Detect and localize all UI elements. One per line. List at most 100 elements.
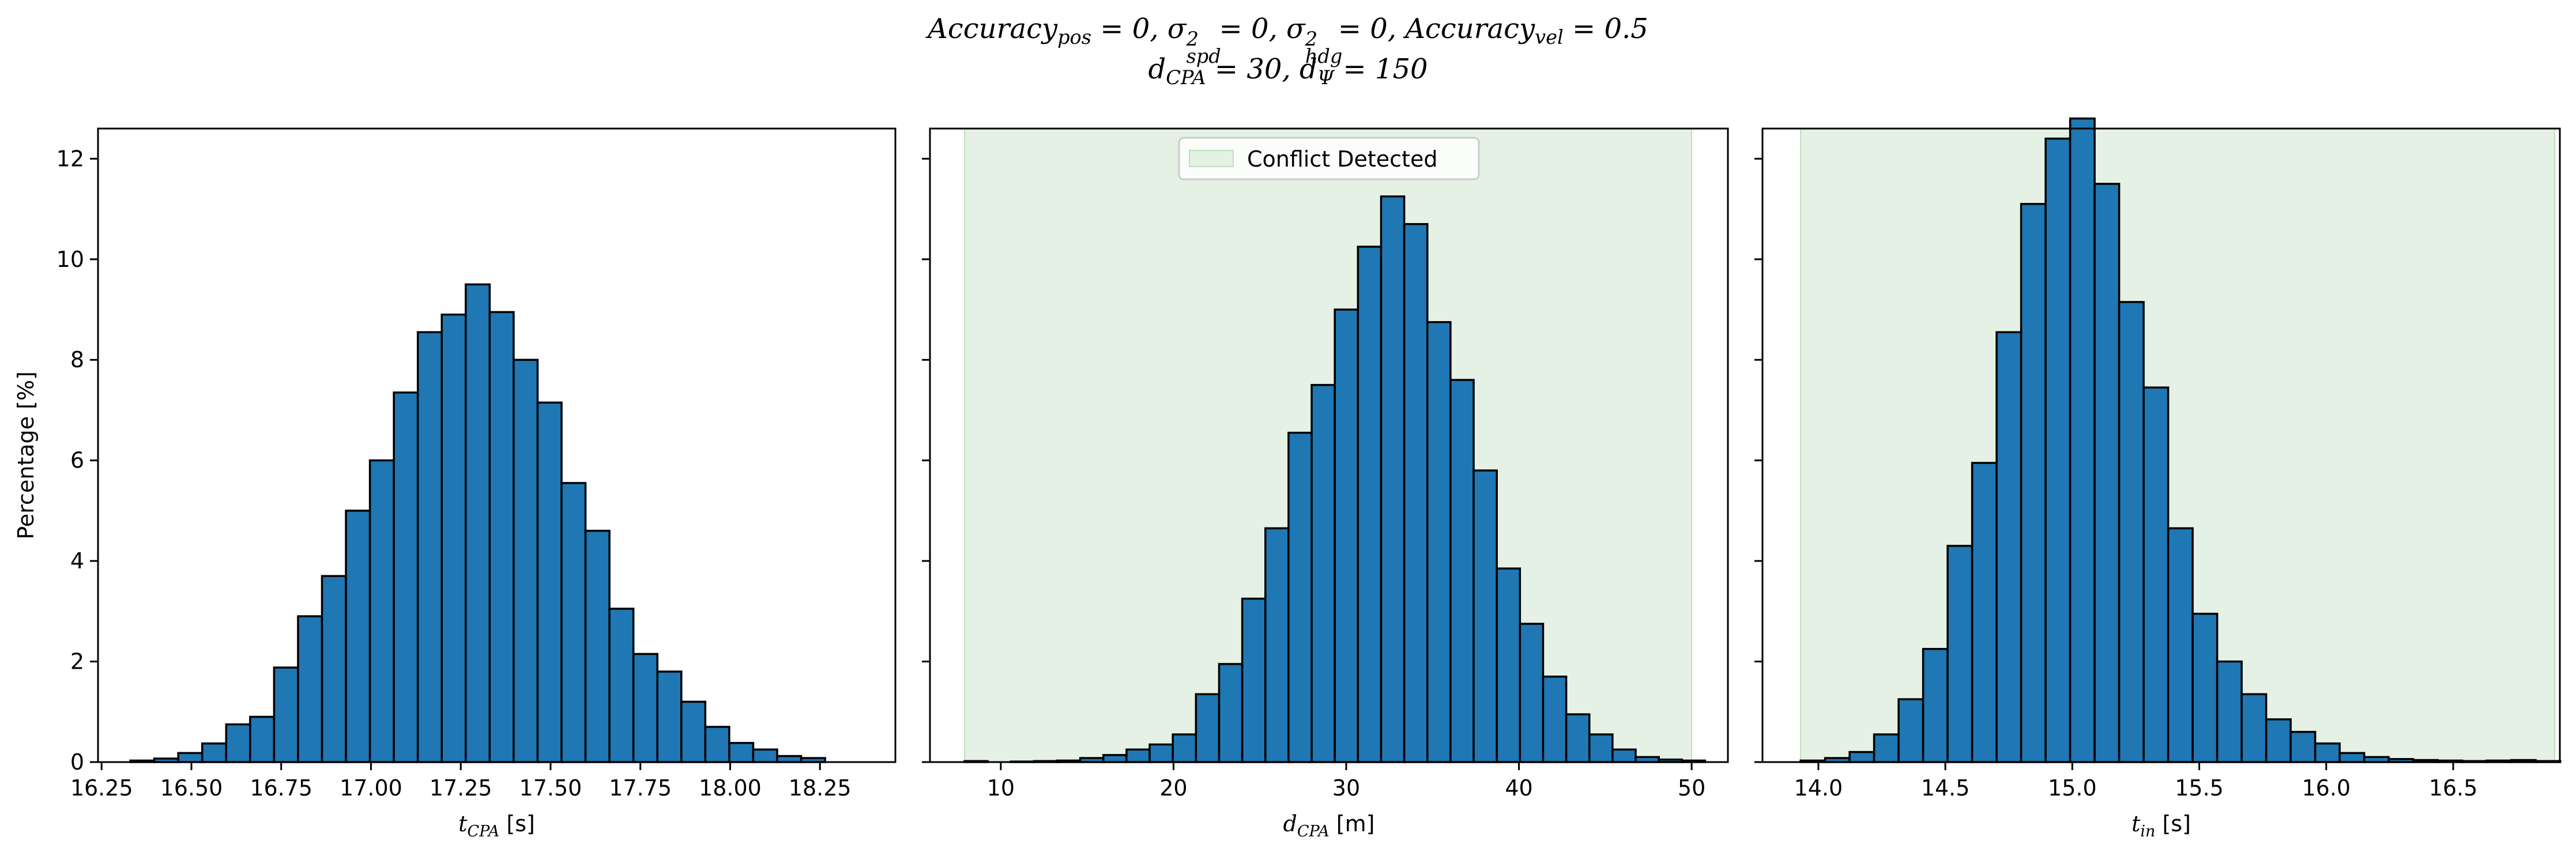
histogram-bar (680, 700, 707, 763)
histogram-bar (1218, 663, 1244, 763)
x-tick-label: 16.0 (2302, 775, 2351, 801)
histogram-bar (704, 726, 730, 763)
x-tick-label: 16.50 (160, 775, 223, 801)
y-tick-label: 10 (57, 247, 84, 272)
x-tick-label: 17.25 (430, 775, 492, 801)
histogram-bar (1995, 331, 2023, 763)
histogram-bar (2216, 660, 2243, 763)
axes-frame (97, 127, 897, 763)
histogram-bar (1195, 693, 1221, 763)
histogram-bar (2240, 693, 2268, 763)
histogram-bar (297, 615, 323, 763)
histogram-bar (393, 391, 419, 763)
histogram-bar (225, 723, 251, 763)
histogram-bar (1946, 545, 1974, 763)
y-tick-label: 2 (70, 649, 84, 674)
histogram-bar (1403, 223, 1429, 763)
histogram-bar (1426, 321, 1452, 763)
histogram-bar (440, 313, 467, 763)
histogram-bar (2191, 612, 2219, 763)
x-tick-label: 16.5 (2429, 775, 2478, 801)
histogram-bar (1611, 748, 1637, 763)
x-tick-label: 14.0 (1794, 775, 1843, 801)
histogram-bar (656, 670, 683, 763)
y-tick-label: 12 (57, 146, 84, 171)
x-axis-label: dCPA [m] (1283, 811, 1375, 840)
histogram-bar (1472, 469, 1498, 763)
figure-title-line-2: dCPA = 30, dΨ = 150 (1148, 53, 1428, 89)
histogram-bar (2314, 742, 2341, 763)
histogram-bar (2167, 527, 2194, 763)
x-tick-label: 16.25 (70, 775, 133, 801)
y-tick-label: 6 (70, 448, 84, 473)
x-tick-label: 18.25 (789, 775, 852, 801)
x-tick-label: 30 (1332, 775, 1360, 801)
histogram-bar (1848, 751, 1875, 763)
x-tick-label: 16.75 (250, 775, 312, 801)
histogram-bar (345, 510, 371, 763)
legend-swatch (1189, 150, 1234, 167)
histogram-bar (1542, 675, 1568, 763)
x-tick-label: 18.00 (699, 775, 762, 801)
figure-title-line-1: Accuracypos = 0, σ 2 spd = 0, σ 2 hdg = 0, A… (928, 13, 1648, 67)
axes-frame (929, 127, 1729, 763)
histogram-bar (1102, 754, 1128, 763)
histogram-bar (416, 331, 443, 763)
histogram-bar (1148, 743, 1174, 763)
x-tick-label: 15.5 (2175, 775, 2224, 801)
histogram-bar (752, 748, 778, 763)
histogram-bar (1922, 648, 1949, 763)
histogram-bar (1125, 748, 1151, 763)
x-tick-label: 17.75 (609, 775, 672, 801)
x-tick-label: 14.5 (1921, 775, 1970, 801)
histogram-bar (728, 742, 755, 763)
histogram-bar (321, 575, 347, 763)
histogram-bar (201, 742, 228, 763)
histogram-bar (2093, 183, 2121, 763)
panel-middle: 10 20 30 40 50 dCPA [m] Conflict Detected (922, 127, 1729, 840)
histogram-bar (1357, 246, 1383, 763)
histogram-bar (2020, 203, 2047, 763)
x-axis-label: tin [s] (2131, 811, 2191, 840)
histogram-bar (560, 482, 587, 763)
histogram-bar (1873, 733, 1900, 763)
histogram-bar (1449, 379, 1475, 763)
histogram-bar (608, 608, 635, 763)
histogram-bar (2069, 117, 2096, 763)
histogram-bar (177, 752, 204, 763)
histogram-bar (273, 666, 299, 763)
x-tick-label: 40 (1505, 775, 1532, 801)
histogram-bar (1334, 308, 1359, 763)
histogram-bar (2118, 301, 2145, 763)
histogram-bar (1241, 597, 1267, 763)
legend-label: Conflict Detected (1247, 146, 1437, 172)
histogram-bar (584, 530, 611, 763)
histogram-bar (2338, 752, 2366, 763)
panel-left: 16.25 16.50 16.75 17.00 17.25 17.50 17.75 18.00… (57, 127, 897, 840)
x-tick-label: 20 (1159, 775, 1187, 801)
histogram-bar (465, 283, 491, 763)
axes-frame (1761, 127, 2561, 763)
y-axis-label: Percentage [%] (13, 371, 39, 540)
histogram-bar (1310, 384, 1336, 763)
histogram-bar (536, 401, 563, 763)
legend-box (1178, 137, 1480, 180)
histogram-bar (1172, 733, 1197, 763)
x-tick-label: 10 (987, 775, 1015, 801)
x-tick-label: 17.00 (340, 775, 402, 801)
histogram-bar (368, 459, 395, 763)
histogram-bar (632, 653, 658, 763)
histogram-bar (1588, 733, 1614, 763)
panel-right: 14.0 14.5 15.0 15.5 16.0 16.5 tin [s] (1754, 117, 2562, 840)
histogram-bar (1971, 462, 1998, 763)
histogram-bar (1380, 195, 1406, 763)
histogram-bar (2142, 386, 2170, 763)
histogram-bar (1264, 527, 1290, 763)
histogram-bar (776, 755, 803, 763)
x-tick-label: 50 (1678, 775, 1705, 801)
y-tick-label: 0 (70, 749, 84, 775)
y-tick-label: 4 (70, 548, 84, 574)
histogram-bar (1897, 698, 1925, 763)
y-tick-label: 8 (70, 347, 84, 372)
